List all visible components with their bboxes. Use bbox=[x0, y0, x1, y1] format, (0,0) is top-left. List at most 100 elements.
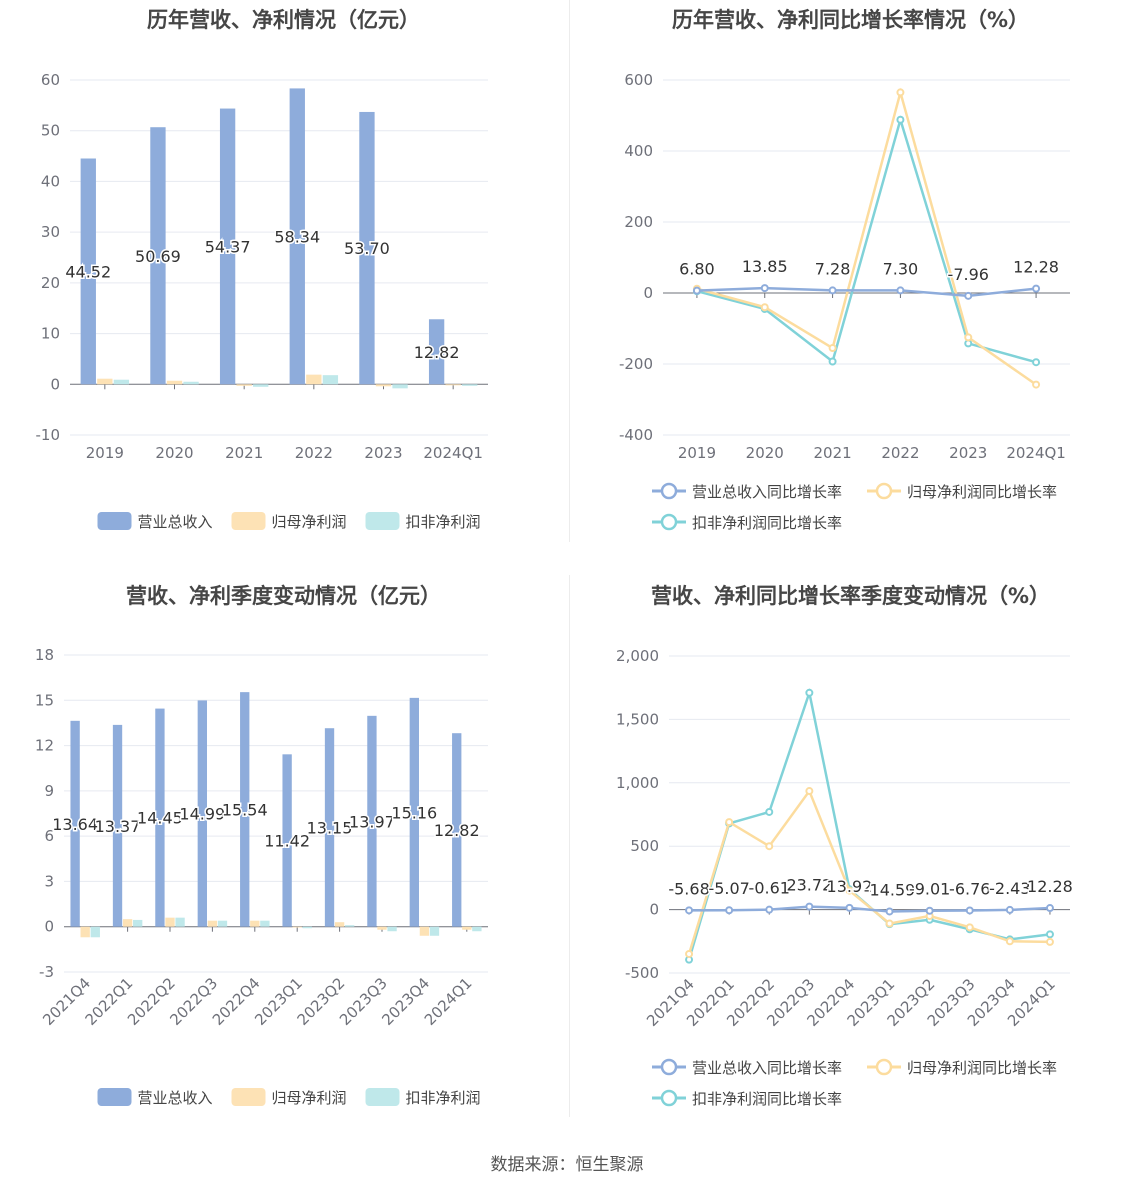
point-value-label: 7.28 bbox=[815, 259, 851, 278]
data-point bbox=[925, 906, 934, 915]
data-point bbox=[964, 291, 973, 300]
data-point bbox=[1045, 930, 1054, 939]
series-line bbox=[687, 788, 1050, 955]
legend-swatch-marker bbox=[660, 1089, 678, 1107]
chart-title: 历年营收、净利情况（亿元） bbox=[147, 8, 420, 32]
y-tick-label: 30 bbox=[41, 223, 60, 241]
bar bbox=[80, 158, 96, 385]
bar bbox=[155, 708, 165, 927]
bar-value-label: 50.69 bbox=[135, 247, 181, 266]
bar-value-label: 11.42 bbox=[264, 832, 310, 851]
bar bbox=[452, 733, 462, 927]
y-tick-label: 0 bbox=[643, 284, 653, 302]
y-tick-label: 2,000 bbox=[616, 647, 659, 665]
bar-value-label: 14.45 bbox=[137, 809, 183, 828]
annual-revenue-profit-plot: -10 0 10 20 30 40 50 60 2019 2020 2021 2022 2023 2024… bbox=[36, 71, 488, 531]
bar bbox=[80, 926, 90, 938]
data-point bbox=[965, 923, 974, 932]
data-point bbox=[805, 688, 814, 697]
chart-title: 营收、净利同比增长率季度变动情况（%） bbox=[650, 584, 1051, 608]
series-line bbox=[687, 687, 1051, 961]
bar bbox=[236, 384, 252, 386]
x-tick-label: 2022 bbox=[881, 444, 919, 462]
y-tick-label: 200 bbox=[624, 213, 653, 231]
legend-swatch-marker bbox=[660, 482, 678, 500]
legend-label: 营业总收入同比增长率 bbox=[692, 483, 842, 501]
x-tick-label: 2020 bbox=[155, 444, 193, 462]
data-point bbox=[1032, 284, 1041, 293]
data-point bbox=[692, 286, 701, 295]
bar bbox=[122, 919, 133, 927]
bar-value-label: 14.99 bbox=[179, 805, 225, 824]
point-value-label: -5.68 bbox=[668, 879, 709, 898]
data-point bbox=[896, 88, 905, 97]
data-point bbox=[828, 286, 837, 295]
data-point bbox=[896, 115, 905, 124]
bar bbox=[282, 754, 292, 927]
bar bbox=[472, 926, 482, 932]
point-value-label: 13.92 bbox=[827, 877, 873, 896]
data-point bbox=[1005, 937, 1014, 946]
y-tick-label: -500 bbox=[625, 964, 659, 982]
bar-value-label: 15.16 bbox=[391, 803, 437, 822]
data-point bbox=[725, 818, 734, 827]
legend-label: 归母净利润 bbox=[272, 513, 347, 531]
x-tick-label: 2024Q1 bbox=[423, 444, 483, 462]
data-point bbox=[964, 333, 973, 342]
bar-value-label: 13.15 bbox=[307, 818, 353, 837]
point-value-label: -2.43 bbox=[989, 879, 1030, 898]
legend-swatch-marker bbox=[875, 1058, 893, 1076]
y-tick-label: 6 bbox=[44, 827, 54, 845]
bar bbox=[462, 384, 478, 386]
data-point bbox=[845, 903, 854, 912]
legend-label: 归母净利润同比增长率 bbox=[907, 1059, 1057, 1077]
legend-label: 营业总收入 bbox=[138, 513, 213, 531]
x-tick-label: 2021 bbox=[813, 444, 851, 462]
y-tick-label: 12 bbox=[35, 737, 54, 755]
bar bbox=[90, 926, 100, 938]
point-value-label: -0.61 bbox=[749, 879, 790, 898]
data-point bbox=[765, 842, 774, 851]
bar bbox=[345, 925, 355, 927]
bar bbox=[387, 926, 397, 932]
legend-swatch-box bbox=[365, 512, 400, 530]
bar-value-label: 13.64 bbox=[52, 815, 98, 834]
quarterly-revenue-profit-plot: -303691215182021Q42022Q12022Q22022Q32022… bbox=[35, 646, 488, 1107]
bar bbox=[70, 720, 80, 927]
bar bbox=[219, 108, 236, 385]
y-tick-label: 400 bbox=[624, 142, 653, 160]
bar-value-label: 58.34 bbox=[274, 227, 320, 246]
bar bbox=[165, 917, 175, 927]
legend-swatch-marker bbox=[660, 513, 678, 531]
legend-swatch-marker bbox=[875, 482, 893, 500]
y-tick-label: -400 bbox=[619, 426, 653, 444]
data-point bbox=[725, 906, 734, 915]
quarterly-growth-rate-plot: -50005001,0001,5002,0002021Q42022Q12022Q… bbox=[616, 647, 1074, 1108]
point-value-label: 12.28 bbox=[1027, 877, 1073, 896]
x-tick-label: 2019 bbox=[86, 444, 124, 462]
bar bbox=[217, 920, 228, 927]
bar-value-label: 12.82 bbox=[414, 343, 460, 362]
y-tick-label: -3 bbox=[39, 963, 54, 981]
data-point bbox=[685, 906, 694, 915]
bar bbox=[240, 692, 250, 927]
legend-swatch-marker bbox=[660, 1058, 678, 1076]
series-line bbox=[696, 286, 1037, 298]
bar bbox=[113, 379, 130, 385]
data-point bbox=[885, 907, 894, 916]
bar bbox=[289, 88, 305, 385]
data-point bbox=[1005, 905, 1014, 914]
x-tick-label: 2019 bbox=[678, 444, 716, 462]
bar bbox=[133, 919, 143, 927]
bar bbox=[175, 917, 185, 927]
data-point bbox=[765, 807, 774, 816]
x-tick-label: 2024Q1 bbox=[1006, 444, 1066, 462]
bar bbox=[359, 111, 375, 385]
annual-growth-rate-plot: -400 -200 0 200 400 600 2019 2020 2021 2022 2023 20… bbox=[619, 71, 1070, 532]
y-tick-label: -10 bbox=[36, 426, 61, 444]
data-point bbox=[1032, 380, 1041, 389]
x-tick-label: 2023 bbox=[949, 444, 987, 462]
bar bbox=[250, 920, 260, 927]
legend-swatch-box bbox=[365, 1088, 400, 1106]
bar bbox=[183, 381, 199, 385]
